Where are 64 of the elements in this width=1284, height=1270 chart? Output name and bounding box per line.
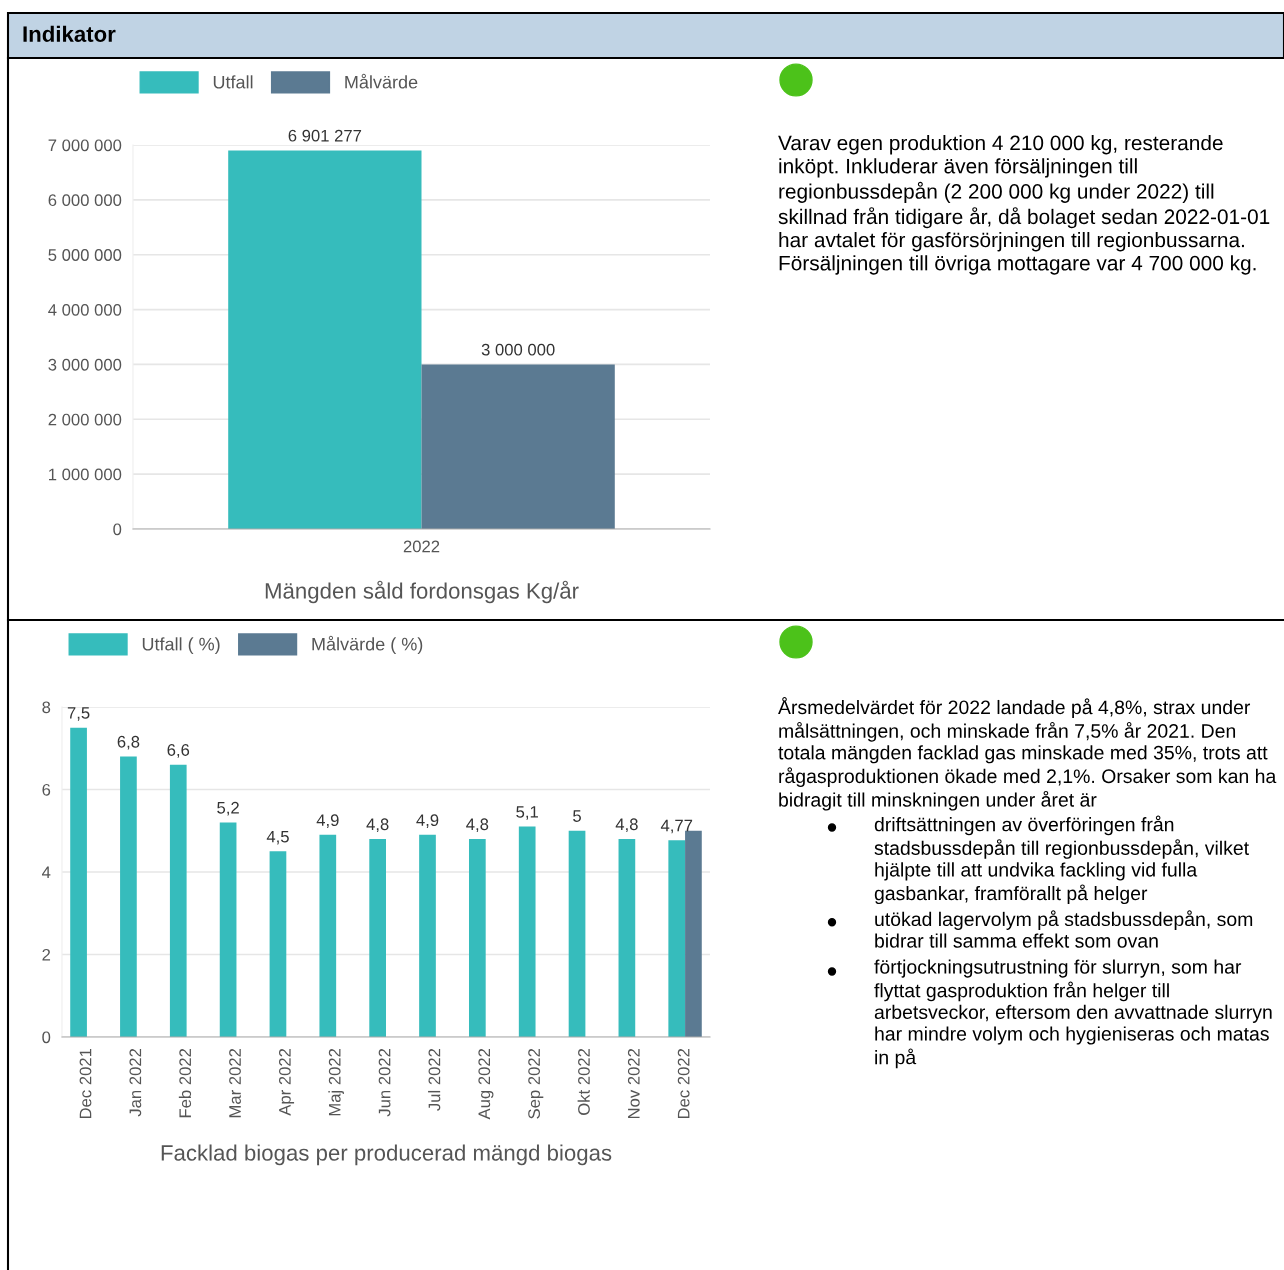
x-tick-label: Maj 2022 [328, 1048, 344, 1116]
data-label: 6 901 277 [288, 129, 362, 142]
text: Varav egen produktion 4 210 000 kg, resterande inköpt. Inkluderar även försäljningen till regionbussdepån (2 200 000 kg under 2022) till skillnad från tidigare år, då bolaget sedan 2022-01-01 har avtalet för gasförsörjningen till regionbussarna. Försäljningen till övriga mottagare var 4 700 000 kg. [778, 135, 1270, 275]
x-axis-title: Facklad biogas per producerad mängd biogas [161, 1144, 612, 1166]
text: förtjockningsutrustning för slurryn, som har flyttat gasproduktion från helger till arbetsveckor, eftersom den avvattnade slurryn har mindre volym och hygieniseras och matas in på [874, 959, 1272, 1069]
bar [219, 822, 237, 1037]
x-tick-label: 2022 [403, 540, 440, 553]
data-label: 6,8 [117, 735, 140, 750]
data-label: 4,8 [615, 818, 638, 833]
y-tick-label: 1 000 000 [49, 468, 122, 481]
bar [120, 756, 137, 1037]
x-tick-label: Nov 2022 [627, 1048, 640, 1119]
legend-label: Målvärde [345, 73, 418, 89]
legend-label: Målvärde ( %) [312, 635, 423, 655]
x-tick-label: Aug 2022 [478, 1048, 494, 1120]
data-label: 4,5 [266, 830, 289, 845]
y-tick-label: 4 000 000 [48, 303, 122, 316]
legend-label: Utfall ( %) [142, 637, 220, 655]
x-tick-label: Dec 2021 [79, 1048, 92, 1119]
y-tick-label: 6 000 000 [48, 194, 122, 207]
x-tick-label: Mar 2022 [229, 1048, 241, 1118]
bar [169, 764, 187, 1037]
text: Indikator [23, 25, 116, 42]
y-tick-label: 3 000 000 [48, 358, 122, 371]
data-label: 6,6 [167, 744, 190, 758]
bar [419, 834, 436, 1037]
data-label: 7,5 [67, 707, 90, 721]
x-tick-label: Dec 2022 [677, 1048, 690, 1119]
legend-label: Utfall [213, 75, 253, 89]
bar [319, 834, 337, 1037]
bar [668, 840, 686, 1037]
bar [618, 839, 636, 1037]
y-tick-label: 2 000 000 [48, 413, 122, 426]
data-label: 5 [573, 810, 581, 822]
y-tick-label: 0 [113, 523, 122, 536]
y-tick-label: 7 000 000 [48, 139, 122, 152]
x-tick-label: Okt 2022 [577, 1048, 590, 1115]
data-label: 4,8 [366, 818, 389, 833]
bar [518, 826, 536, 1037]
bar [70, 727, 87, 1037]
y-tick-label: 4 [42, 866, 51, 879]
bar [568, 830, 586, 1037]
data-label: 4,9 [316, 814, 339, 828]
data-label: 5,1 [516, 806, 538, 820]
x-tick-label: Jan 2022 [129, 1048, 142, 1117]
data-label: 3 000 000 [481, 343, 555, 356]
x-tick-label: Apr 2022 [278, 1048, 295, 1116]
x-axis-title: Mängden såld fordonsgas Kg/år [265, 580, 579, 604]
y-tick-label: 2 [42, 948, 51, 961]
x-tick-label: Feb 2022 [178, 1048, 192, 1118]
y-tick-label: 0 [42, 1031, 51, 1044]
bar [269, 851, 287, 1037]
bar [369, 839, 386, 1037]
x-tick-label: Sep 2022 [528, 1048, 544, 1119]
data-label: 5,2 [217, 801, 239, 816]
data-label: 4,9 [416, 814, 439, 828]
y-tick-label: 6 [42, 783, 51, 796]
x-tick-label: Jun 2022 [378, 1048, 391, 1117]
bar [468, 839, 486, 1037]
x-tick-label: Jul 2022 [428, 1048, 441, 1111]
y-tick-label: 5 000 000 [48, 249, 122, 261]
y-tick-label: 8 [42, 701, 51, 714]
data-label: 4,8 [466, 818, 489, 833]
data-label: 4,77 [660, 819, 693, 834]
